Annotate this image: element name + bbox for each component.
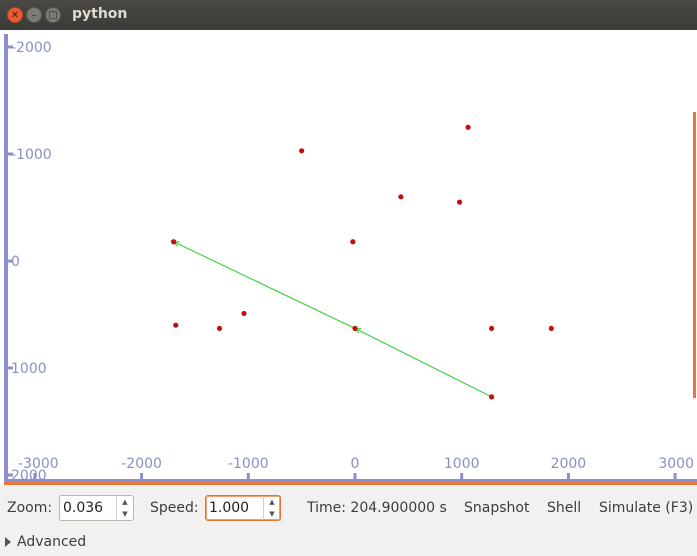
snapshot-button[interactable]: Snapshot (464, 500, 530, 516)
body-point (350, 239, 356, 245)
zoom-decrement-icon[interactable]: ▼ (122, 510, 128, 518)
close-window-button[interactable]: ✕ (7, 7, 23, 23)
x-tick (566, 473, 570, 482)
body-point (299, 148, 305, 154)
title-bar: ✕ – □ python (0, 0, 697, 30)
x-tick (460, 473, 464, 482)
x-tick-label: 2000 (551, 456, 587, 472)
speed-decrement-icon[interactable]: ▼ (269, 510, 275, 518)
advanced-label: Advanced (17, 534, 87, 550)
body-point (241, 310, 247, 317)
simulate-button[interactable]: Simulate (F3) (599, 500, 694, 516)
right-edge-marker (693, 112, 696, 398)
x-tick-label: -1000 (228, 456, 269, 472)
maximize-window-button[interactable]: □ (45, 7, 61, 23)
zoom-label: Zoom: (7, 500, 53, 516)
y-tick-label: 1000 (11, 361, 47, 377)
body-point (173, 322, 179, 328)
x-tick (246, 473, 250, 482)
speed-input[interactable] (209, 499, 259, 517)
speed-spinbox[interactable]: ▲ ▼ (205, 495, 281, 521)
x-tick-label: 0 (351, 456, 360, 472)
body-point (352, 325, 358, 332)
body-point (398, 194, 404, 200)
speed-label: Speed: (150, 500, 199, 516)
x-tick (353, 473, 357, 482)
advanced-expander[interactable]: Advanced (5, 534, 86, 550)
window-title: python (72, 6, 128, 22)
x-tick-label: 1000 (444, 456, 480, 472)
trajectory-segment (173, 241, 356, 329)
y-tick (4, 473, 13, 477)
y-tick-label: -1000 (11, 147, 52, 163)
simulation-canvas[interactable]: -2000 -1000 0 1000 2000 -3000 -2000 -1000 0 1000 2… (0, 30, 697, 485)
control-panel: Zoom: ▲ ▼ Speed: ▲ ▼ Time: 204.900000 s … (0, 485, 697, 556)
body-point (456, 199, 463, 205)
x-tick (33, 473, 37, 482)
y-tick-label: -2000 (11, 40, 52, 56)
body-point (465, 124, 471, 130)
body-point (548, 325, 554, 332)
y-tick (4, 152, 13, 156)
x-tick (673, 473, 677, 482)
body-point (216, 325, 223, 332)
x-tick-label: -2000 (121, 456, 162, 472)
body-point (488, 394, 495, 400)
speed-increment-icon[interactable]: ▲ (269, 498, 275, 506)
x-tick-label: -3000 (18, 456, 59, 472)
y-tick-label: 0 (11, 254, 20, 270)
zoom-increment-icon[interactable]: ▲ (122, 498, 128, 506)
zoom-input[interactable] (63, 499, 113, 517)
minimize-window-button[interactable]: – (26, 7, 42, 23)
x-tick (140, 473, 144, 482)
y-tick-label: 2000 (11, 468, 47, 484)
bottom-edge-marker (4, 482, 697, 485)
body-point (488, 325, 495, 332)
body-point (171, 239, 177, 245)
shell-button[interactable]: Shell (547, 500, 582, 516)
speed-stepper[interactable]: ▲ ▼ (263, 496, 280, 520)
y-tick (4, 366, 13, 370)
x-tick-label: 3000 (658, 456, 694, 472)
zoom-spinbox[interactable]: ▲ ▼ (59, 495, 134, 521)
trajectory-segment (354, 327, 492, 398)
zoom-stepper[interactable]: ▲ ▼ (116, 496, 133, 520)
y-tick (4, 259, 13, 263)
x-axis-line (4, 479, 697, 482)
simulation-time: Time: 204.900000 s (307, 500, 447, 516)
expander-triangle-icon (5, 537, 11, 547)
y-tick (4, 45, 13, 49)
